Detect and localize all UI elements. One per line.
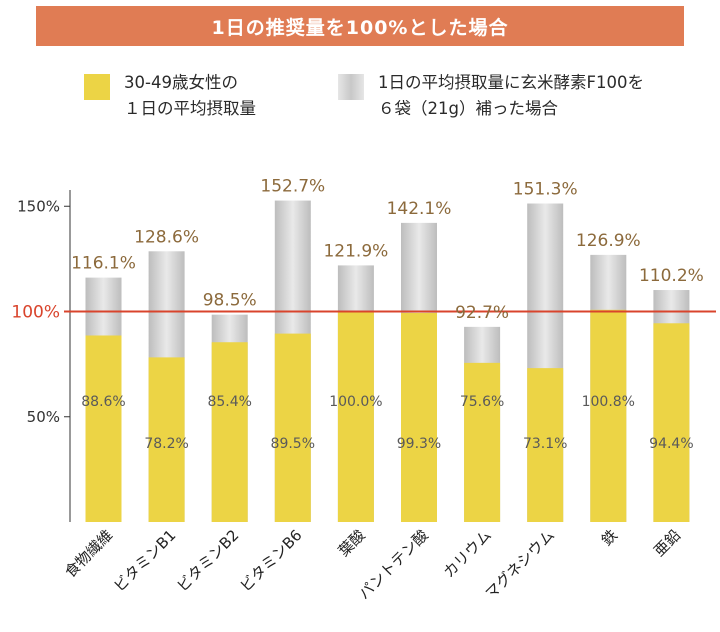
data-label-average: 73.1% (523, 436, 567, 452)
data-label-total: 98.5% (203, 291, 257, 311)
bar-average (148, 357, 185, 522)
legend-swatch-yellow (84, 74, 110, 100)
chart-title: 1日の推奨量を100%とした場合 (211, 16, 509, 39)
data-label-average: 78.2% (144, 436, 188, 452)
legend-label-line2: １日の平均摂取量 (124, 99, 256, 118)
category-label: 亜鉛 (650, 526, 684, 560)
bar-average (274, 333, 311, 522)
data-label-total: 142.1% (387, 199, 452, 219)
category-label: 葉酸 (335, 526, 369, 560)
category-label: 食物繊維 (61, 526, 116, 581)
data-label-average: 75.6% (460, 394, 504, 410)
data-label-average: 100.8% (582, 394, 635, 410)
data-label-total: 128.6% (134, 227, 199, 247)
category-label: ビタミンB2 (173, 526, 242, 595)
y-tick-label: 150% (17, 197, 60, 215)
bar-average (401, 312, 437, 522)
data-label-average: 85.4% (207, 394, 251, 410)
legend-item-average: 30-49歳女性の １日の平均摂取量 (84, 70, 256, 122)
bar-average (527, 368, 564, 522)
data-label-total: 151.3% (513, 180, 578, 200)
data-label-total: 152.7% (260, 177, 325, 197)
bar-average (85, 335, 122, 522)
bar-average (464, 362, 501, 522)
legend-label-line1: 30-49歳女性の (124, 73, 238, 92)
data-label-average: 94.4% (649, 436, 693, 452)
category-label: 鉄 (598, 526, 621, 549)
data-label-total: 116.1% (71, 254, 136, 274)
data-label-total: 121.9% (323, 241, 388, 261)
category-label: カリウム (440, 526, 495, 581)
bar-average (653, 323, 690, 522)
bar-average (590, 309, 627, 522)
legend-label-line2: ６袋（21g）補った場合 (378, 99, 558, 118)
bar-average (337, 311, 374, 522)
legend-label-line1: 1日の平均摂取量に玄米酵素F100を (378, 73, 644, 92)
data-label-total: 126.9% (576, 231, 641, 251)
data-label-average: 100.0% (329, 394, 382, 410)
y-tick-label: 50% (27, 408, 60, 426)
category-label: ビタミンB1 (110, 526, 179, 595)
data-label-average: 89.5% (271, 436, 315, 452)
data-label-average: 88.6% (81, 394, 125, 410)
bar-average (211, 342, 248, 522)
category-label: ビタミンB6 (236, 526, 305, 595)
data-label-average: 99.3% (397, 436, 441, 452)
data-label-total: 92.7% (455, 303, 509, 323)
chart-title-banner: 1日の推奨量を100%とした場合 (36, 6, 684, 46)
legend-swatch-gray (338, 74, 364, 100)
data-label-total: 110.2% (639, 266, 704, 286)
reference-line-label: 100% (11, 303, 60, 323)
legend-item-supplemented: 1日の平均摂取量に玄米酵素F100を ６袋（21g）補った場合 (338, 70, 644, 122)
